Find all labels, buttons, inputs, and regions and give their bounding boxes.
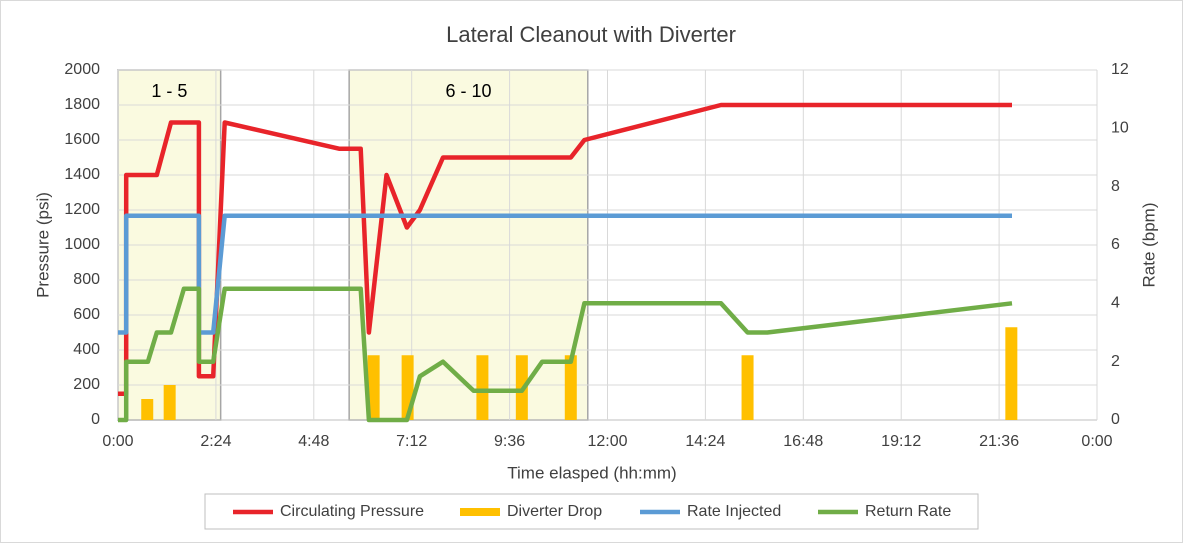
y-tick-label: 2000	[64, 61, 100, 78]
y2-tick-label: 12	[1111, 61, 1129, 78]
y2-tick-label: 0	[1111, 411, 1120, 428]
y2-tick-label: 2	[1111, 353, 1120, 370]
x-tick-label: 9:36	[494, 433, 525, 450]
y-tick-label: 1400	[64, 166, 100, 183]
y2-tick-label: 10	[1111, 120, 1129, 137]
x-tick-label: 19:12	[881, 433, 921, 450]
y-tick-label: 1200	[64, 201, 100, 218]
y-axis-title: Pressure (psi)	[33, 192, 52, 298]
bar	[476, 355, 489, 420]
line-series	[118, 102, 1012, 397]
x-tick-label: 0:00	[102, 433, 133, 450]
chart-title: Lateral Cleanout with Diverter	[446, 22, 736, 47]
legend-label: Circulating Pressure	[280, 503, 424, 520]
x-tick-label: 21:36	[979, 433, 1019, 450]
y-tick-label: 1600	[64, 131, 100, 148]
legend-label: Rate Injected	[687, 503, 781, 520]
bar	[564, 355, 577, 420]
bar	[741, 355, 754, 420]
y-tick-label: 1800	[64, 96, 100, 113]
x-axis-title: Time elasped (hh:mm)	[507, 463, 676, 482]
bar	[141, 399, 154, 420]
y-tick-label: 600	[73, 306, 100, 323]
y-tick-label: 400	[73, 341, 100, 358]
line-series	[118, 213, 1012, 335]
line-series	[118, 286, 1013, 423]
region-label: 1 - 5	[151, 81, 187, 101]
y-tick-label: 800	[73, 271, 100, 288]
x-tick-label: 12:00	[587, 433, 627, 450]
x-tick-label: 7:12	[396, 433, 427, 450]
region-label: 6 - 10	[445, 81, 491, 101]
x-tick-label: 14:24	[685, 433, 725, 450]
x-tick-label: 4:48	[298, 433, 329, 450]
x-tick-label: 16:48	[783, 433, 823, 450]
y-tick-label: 200	[73, 376, 100, 393]
x-tick-label: 0:00	[1081, 433, 1112, 450]
y2-tick-label: 6	[1111, 236, 1120, 253]
y2-tick-label: 8	[1111, 178, 1120, 195]
bar	[367, 355, 380, 420]
legend-label: Return Rate	[865, 503, 951, 520]
y-tick-label: 0	[91, 411, 100, 428]
x-tick-label: 2:24	[200, 433, 231, 450]
legend-label: Diverter Drop	[507, 503, 602, 520]
bar	[1005, 327, 1018, 420]
legend-swatch	[460, 508, 500, 516]
y2-axis-title: Rate (bpm)	[1139, 202, 1158, 287]
y-tick-label: 1000	[64, 236, 100, 253]
y2-tick-label: 4	[1111, 295, 1120, 312]
bar	[163, 385, 176, 420]
